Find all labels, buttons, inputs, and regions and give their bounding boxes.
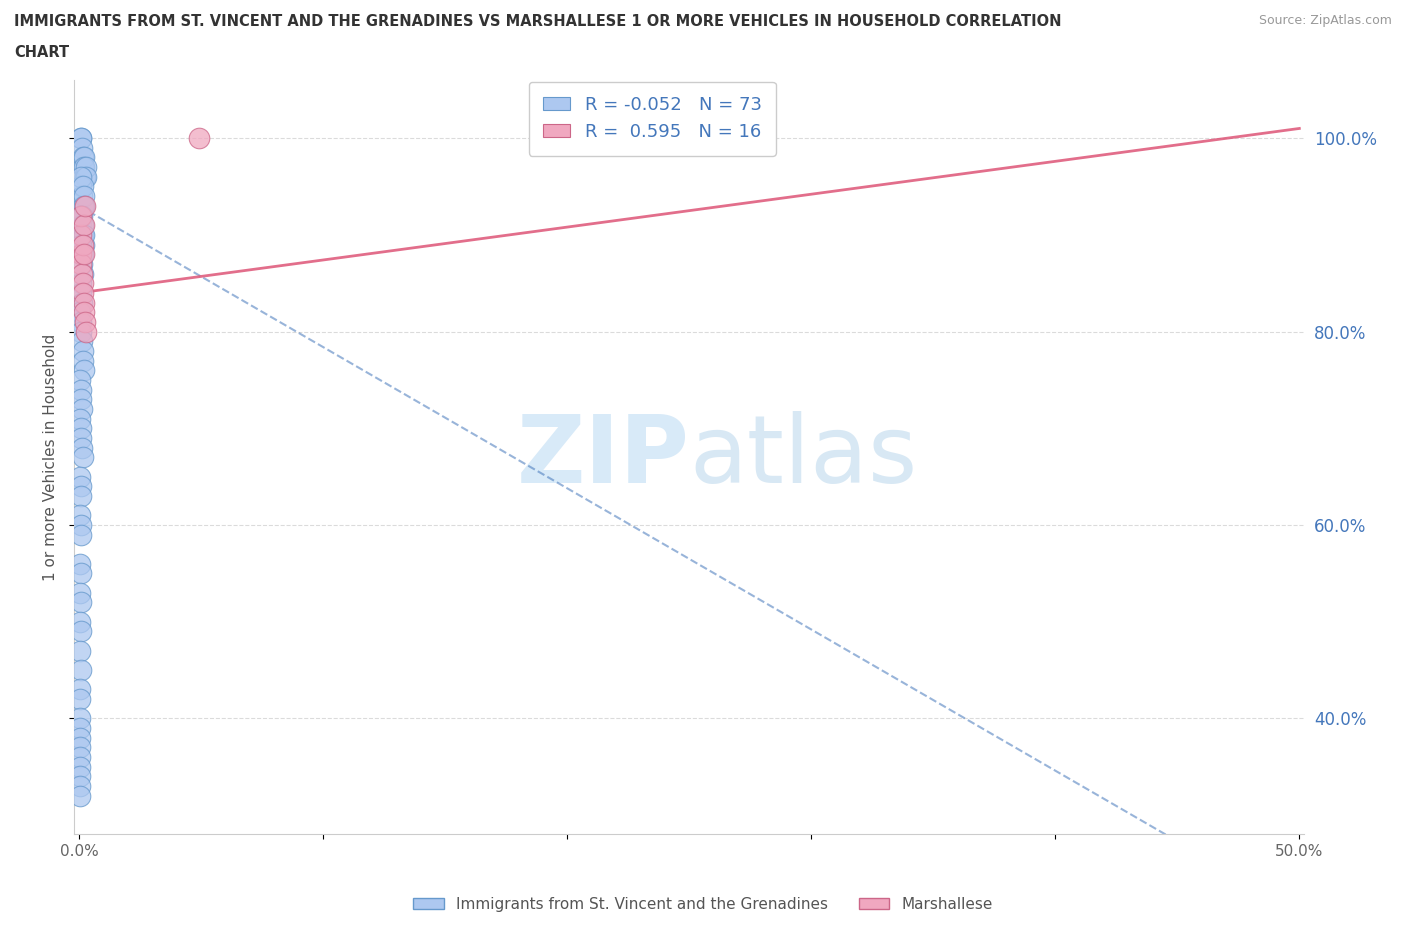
- Point: [69, 682, 91, 697]
- Point: [69, 759, 91, 774]
- Point: [73, 160, 96, 175]
- Point: [72, 160, 94, 175]
- Point: [75, 169, 97, 184]
- Point: [70, 189, 93, 204]
- Point: [73, 305, 96, 320]
- Point: [69, 730, 91, 745]
- Point: [70, 431, 93, 445]
- Y-axis label: 1 or more Vehicles in Household: 1 or more Vehicles in Household: [44, 334, 58, 581]
- Point: [70, 257, 93, 272]
- Point: [70, 266, 93, 281]
- Point: [69, 305, 91, 320]
- Point: [72, 343, 94, 358]
- Point: [70, 527, 93, 542]
- Point: [70, 208, 93, 223]
- Point: [70, 518, 93, 533]
- Point: [72, 353, 94, 368]
- Text: CHART: CHART: [14, 45, 69, 60]
- Point: [70, 382, 93, 397]
- Text: IMMIGRANTS FROM ST. VINCENT AND THE GRENADINES VS MARSHALLESE 1 OR MORE VEHICLES: IMMIGRANTS FROM ST. VINCENT AND THE GREN…: [14, 14, 1062, 29]
- Point: [70, 595, 93, 610]
- Point: [69, 644, 91, 658]
- Point: [70, 488, 93, 503]
- Point: [70, 402, 93, 417]
- Point: [70, 421, 93, 436]
- Text: Source: ZipAtlas.com: Source: ZipAtlas.com: [1258, 14, 1392, 27]
- Point: [70, 325, 93, 339]
- Point: [72, 150, 94, 165]
- Point: [70, 662, 93, 677]
- Point: [73, 237, 96, 252]
- Point: [70, 208, 93, 223]
- Point: [69, 411, 91, 426]
- Point: [70, 440, 93, 455]
- Point: [72, 450, 94, 465]
- Point: [69, 614, 91, 629]
- Point: [70, 314, 93, 329]
- Point: [75, 314, 97, 329]
- Point: [72, 276, 94, 291]
- Point: [72, 179, 94, 194]
- Point: [72, 286, 94, 300]
- Point: [69, 508, 91, 523]
- Point: [73, 189, 96, 204]
- Point: [72, 198, 94, 213]
- Point: [69, 769, 91, 784]
- Point: [69, 721, 91, 736]
- Point: [73, 198, 96, 213]
- Point: [75, 325, 97, 339]
- Point: [70, 566, 93, 581]
- Point: [70, 208, 93, 223]
- Point: [72, 266, 94, 281]
- Point: [70, 295, 93, 310]
- Point: [75, 169, 97, 184]
- Point: [70, 140, 93, 155]
- Point: [69, 556, 91, 571]
- Point: [70, 479, 93, 494]
- Point: [70, 169, 93, 184]
- Point: [69, 778, 91, 793]
- Point: [70, 131, 93, 146]
- Point: [70, 624, 93, 639]
- Point: [70, 286, 93, 300]
- Point: [187, 131, 209, 146]
- Point: [70, 257, 93, 272]
- Point: [69, 470, 91, 485]
- Point: [69, 373, 91, 388]
- Point: [70, 131, 93, 146]
- Point: [70, 237, 93, 252]
- Point: [70, 246, 93, 261]
- Point: [70, 228, 93, 243]
- Point: [70, 246, 93, 261]
- Point: [70, 392, 93, 406]
- Point: [72, 228, 94, 243]
- Point: [73, 228, 96, 243]
- Point: [75, 198, 97, 213]
- Point: [72, 237, 94, 252]
- Point: [69, 711, 91, 725]
- Point: [69, 585, 91, 600]
- Point: [72, 218, 94, 232]
- Point: [69, 750, 91, 764]
- Point: [69, 740, 91, 755]
- Point: [75, 160, 97, 175]
- Text: atlas: atlas: [689, 411, 917, 503]
- Point: [69, 789, 91, 804]
- Point: [70, 276, 93, 291]
- Legend: Immigrants from St. Vincent and the Grenadines, Marshallese: Immigrants from St. Vincent and the Gren…: [408, 891, 998, 918]
- Point: [70, 334, 93, 349]
- Point: [73, 246, 96, 261]
- Text: ZIP: ZIP: [516, 411, 689, 503]
- Point: [73, 150, 96, 165]
- Point: [73, 295, 96, 310]
- Legend: R = -0.052   N = 73, R =  0.595   N = 16: R = -0.052 N = 73, R = 0.595 N = 16: [529, 82, 776, 155]
- Point: [70, 218, 93, 232]
- Point: [73, 363, 96, 378]
- Point: [70, 179, 93, 194]
- Point: [73, 218, 96, 232]
- Point: [69, 692, 91, 707]
- Point: [72, 246, 94, 261]
